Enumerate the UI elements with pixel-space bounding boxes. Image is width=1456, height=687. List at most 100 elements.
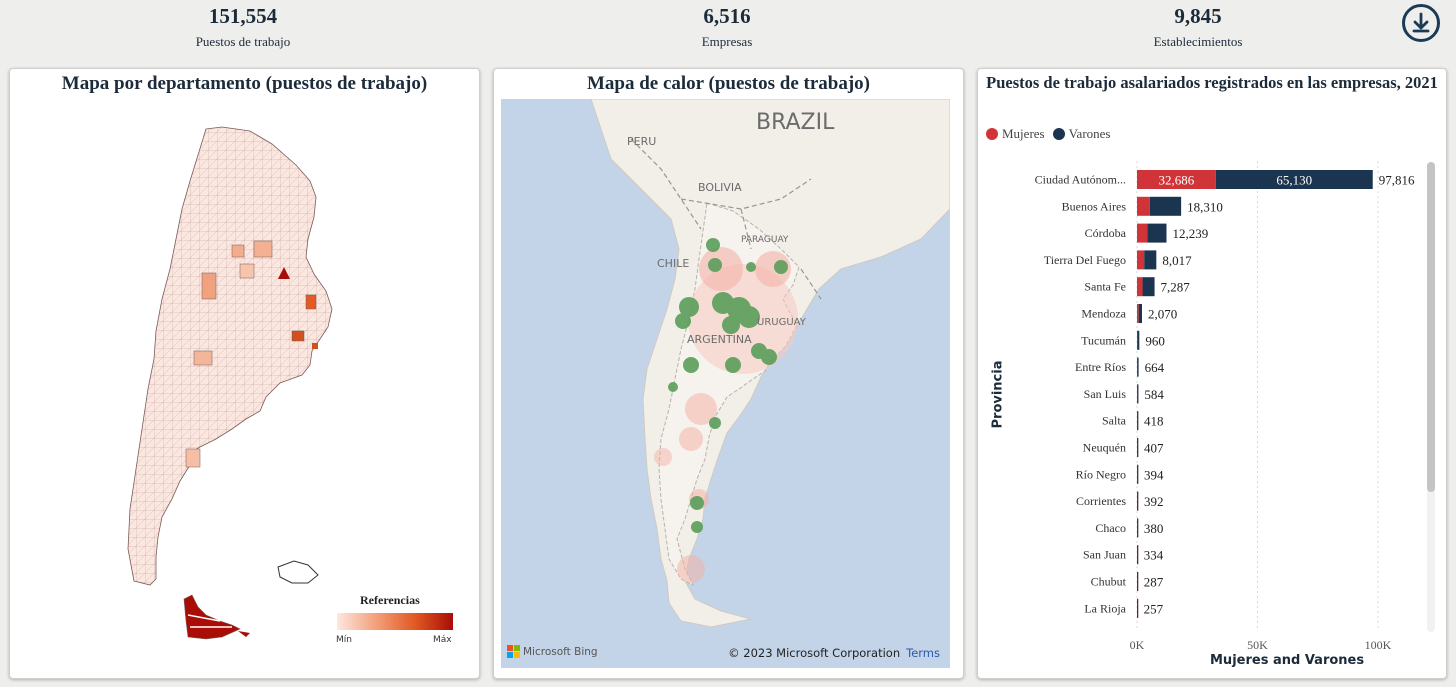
legend-max: Máx	[433, 635, 452, 645]
map-label-uruguay: URUGUAY	[757, 317, 807, 328]
department-neuquen[interactable]	[185, 448, 201, 468]
stacked-bar-chart[interactable]: 0K 50K 100K Ciudad Autónom... 97,816 32,686 65…	[978, 69, 1446, 678]
bar-mujeres[interactable]	[1137, 170, 1216, 189]
department-cordoba[interactable]	[201, 272, 217, 300]
bar-chart-card: Puestos de trabajo asalariados registrad…	[977, 68, 1447, 679]
chart-legend: Mujeres Varones	[986, 126, 1111, 142]
category-label: Santa Fe	[1084, 280, 1126, 294]
department-santa-fe[interactable]	[239, 263, 255, 279]
map-label-brazil: BRAZIL	[756, 110, 835, 135]
legend-label-varones[interactable]: Varones	[1068, 126, 1111, 141]
bar-varones[interactable]	[1137, 330, 1140, 350]
bar-mujeres[interactable]	[1137, 250, 1145, 270]
kpi-value: 151,554	[208, 4, 278, 28]
total-label: 257	[1144, 601, 1164, 616]
total-label: 418	[1144, 414, 1164, 429]
kpi-label: Puestos de trabajo	[195, 34, 291, 49]
category-label: Neuquén	[1083, 441, 1126, 455]
bar-varones[interactable]	[1137, 357, 1139, 377]
category-label: Ciudad Autónom...	[1035, 173, 1126, 187]
department-tierra-del-fuego[interactable]	[183, 594, 241, 640]
map-label-chile: CHILE	[657, 257, 689, 270]
heat-points	[668, 238, 788, 533]
total-label: 287	[1144, 575, 1164, 590]
x-tick-label: 0K	[1130, 638, 1145, 652]
map-label-peru: PERU	[627, 135, 656, 148]
department-mendoza[interactable]	[193, 350, 213, 366]
category-label: Tierra Del Fuego	[1044, 253, 1126, 267]
category-label: San Juan	[1083, 548, 1126, 562]
category-label: La Rioja	[1084, 601, 1126, 615]
card-title: Mapa por departamento (puestos de trabaj…	[61, 73, 428, 94]
bar-varones[interactable]	[1137, 545, 1139, 565]
bar-mujeres[interactable]	[1137, 277, 1143, 297]
bar-varones[interactable]	[1144, 250, 1157, 270]
department-tucuman[interactable]	[231, 244, 245, 258]
category-label: Entre Ríos	[1075, 360, 1126, 374]
data-label-varones: 65,130	[1276, 173, 1312, 188]
bar-varones[interactable]	[1137, 598, 1139, 618]
total-label: 584	[1144, 387, 1164, 402]
category-label: Córdoba	[1085, 226, 1127, 240]
kpi-label: Empresas	[701, 34, 753, 49]
department-buenos-aires-city[interactable]	[305, 294, 317, 310]
kpi-label: Establecimientos	[1153, 34, 1243, 49]
department-rosario[interactable]	[278, 267, 290, 279]
download-button[interactable]	[1402, 4, 1440, 42]
kpi-empresas: 6,516 Empresas	[607, 0, 847, 50]
map-label-argentina: ARGENTINA	[687, 333, 752, 346]
bar-varones[interactable]	[1137, 464, 1139, 484]
bar-varones[interactable]	[1137, 438, 1139, 457]
bar-varones[interactable]	[1137, 384, 1139, 404]
category-label: Buenos Aires	[1062, 199, 1127, 213]
category-label: Mendoza	[1081, 307, 1126, 321]
category-label: Salta	[1102, 414, 1127, 428]
bar-varones[interactable]	[1138, 304, 1142, 323]
bar-varones[interactable]	[1137, 518, 1139, 538]
heat-map[interactable]: BRAZIL PERU BOLIVIA PARAGUAY CHILE URUGU…	[501, 99, 950, 668]
department-map-card: Mapa por departamento (puestos de trabaj…	[9, 68, 480, 679]
total-label: 7,287	[1161, 280, 1191, 295]
legend-min: Mín	[336, 635, 352, 645]
x-tick-label: 100K	[1365, 638, 1392, 652]
x-tick-label: 50K	[1247, 638, 1268, 652]
argentina-department-map[interactable]	[10, 69, 479, 678]
microsoft-logo-icon	[507, 645, 520, 658]
bar-mujeres[interactable]	[1137, 196, 1150, 216]
total-label: 18,310	[1187, 199, 1223, 214]
bar-varones[interactable]	[1137, 572, 1139, 591]
bar-varones[interactable]	[1147, 223, 1167, 243]
bar-varones[interactable]	[1142, 277, 1155, 297]
department-la-plata[interactable]	[291, 330, 305, 342]
legend-dot-mujeres	[986, 128, 998, 140]
total-label: 334	[1144, 548, 1164, 563]
total-label: 407	[1144, 441, 1164, 456]
card-title: Mapa de calor (puestos de trabajo)	[586, 73, 871, 94]
bar-mujeres[interactable]	[1137, 223, 1148, 243]
department-santiago[interactable]	[253, 240, 273, 258]
department-mar-del-plata[interactable]	[312, 343, 318, 349]
total-label: 97,816	[1379, 173, 1415, 188]
category-label: Corrientes	[1076, 494, 1126, 508]
total-label: 960	[1145, 333, 1165, 348]
map-label-bolivia: BOLIVIA	[698, 181, 742, 194]
heat-map-card: Mapa de calor (puestos de trabajo)	[493, 68, 964, 679]
microsoft-bing-logo: Microsoft Bing	[507, 645, 598, 658]
bar-mujeres[interactable]	[1137, 304, 1139, 323]
data-label-mujeres: 32,686	[1159, 173, 1195, 188]
total-label: 664	[1145, 360, 1165, 375]
bar-mujeres[interactable]	[1137, 330, 1139, 350]
kpi-value: 9,845	[1174, 4, 1222, 28]
total-label: 394	[1144, 467, 1164, 482]
terms-link[interactable]: Terms	[906, 646, 940, 660]
bar-varones[interactable]	[1137, 411, 1139, 431]
bar-varones[interactable]	[1215, 170, 1373, 189]
download-icon	[1412, 12, 1430, 33]
legend-label-mujeres[interactable]: Mujeres	[1002, 126, 1045, 141]
category-label: San Luis	[1084, 387, 1127, 401]
legend-gradient	[337, 613, 453, 630]
scrollbar-thumb[interactable]	[1427, 162, 1435, 492]
bar-varones[interactable]	[1149, 196, 1182, 216]
bar-varones[interactable]	[1137, 491, 1139, 511]
total-label: 380	[1144, 521, 1164, 536]
